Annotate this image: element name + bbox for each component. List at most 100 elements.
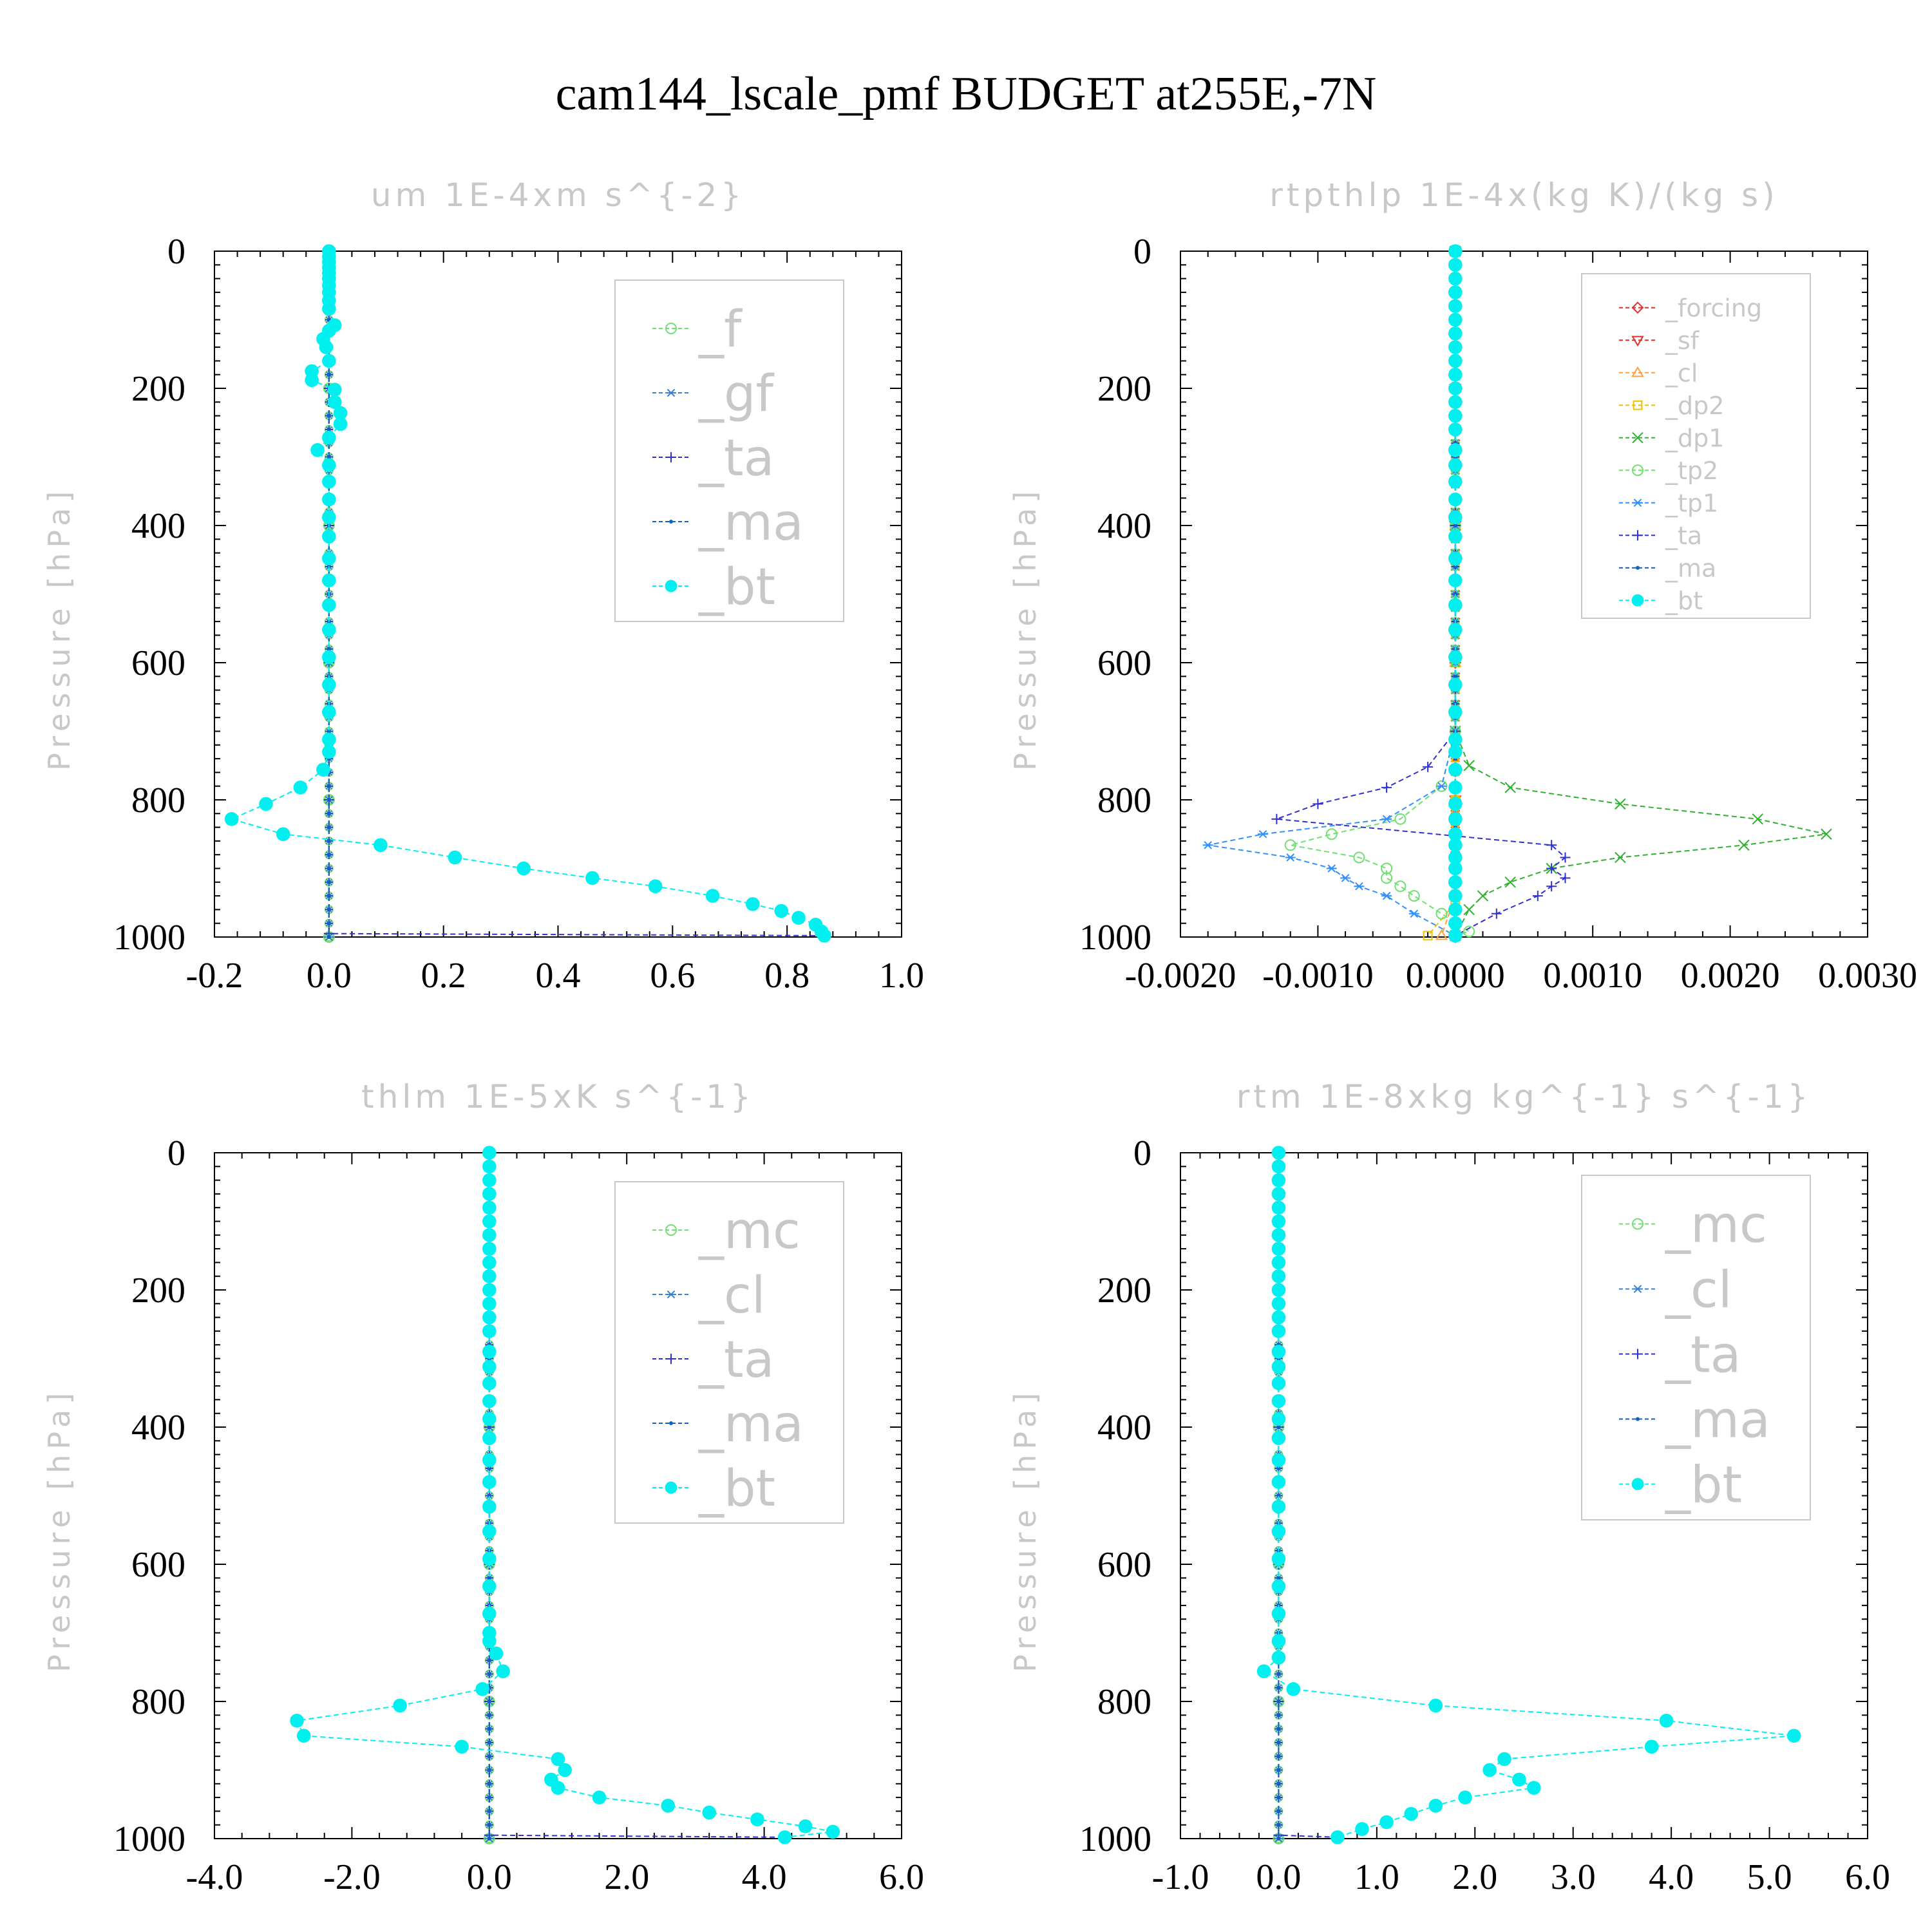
y-tick-label: 1000 — [1079, 1819, 1151, 1859]
plot-frame — [214, 251, 902, 938]
data-point — [1448, 271, 1463, 286]
legend-item-ma: _ma — [652, 1396, 804, 1454]
panels: um 1E-4xm s^{-2} Pressure [hPa] -0.2 0.0 0.2… — [42, 176, 1917, 1897]
data-point — [1331, 1830, 1345, 1844]
x-tick-label: 2.0 — [604, 1857, 649, 1897]
data-point — [482, 1200, 497, 1215]
data-point — [327, 383, 342, 397]
series-ta — [1271, 246, 1571, 941]
data-point — [276, 827, 290, 842]
data-point — [826, 1824, 840, 1839]
data-point — [1448, 551, 1463, 565]
legend: _mc _cl _ta _ma _bt — [614, 1181, 844, 1524]
legend-item-bt: _bt — [652, 558, 775, 616]
data-point — [487, 1837, 491, 1841]
data-point — [327, 647, 331, 651]
data-point — [1256, 1664, 1271, 1678]
legend-label: _ma — [1665, 1392, 1770, 1450]
legend-marker — [1632, 464, 1643, 477]
data-point — [1644, 1739, 1659, 1754]
legend-label: _mc — [1665, 1197, 1767, 1255]
y-tick-label: 400 — [1097, 1408, 1151, 1448]
data-point — [1271, 1579, 1286, 1593]
series-tp2 — [1284, 245, 1475, 942]
y-tick-label: 200 — [1097, 1271, 1151, 1311]
data-point — [1448, 573, 1463, 587]
data-point — [1448, 650, 1463, 665]
x-tick-label: 0.0 — [1256, 1857, 1301, 1897]
minor-ticks — [1180, 1152, 1868, 1839]
y-tick-label: 0 — [167, 1133, 185, 1173]
data-point — [487, 1795, 491, 1800]
data-point — [1435, 929, 1448, 940]
data-point — [1436, 782, 1447, 791]
data-point — [322, 677, 336, 692]
data-point — [327, 784, 331, 788]
legend-marker — [1633, 1349, 1643, 1359]
y-tick-label: 400 — [1097, 506, 1151, 546]
data-point — [1381, 872, 1393, 884]
legend-marker — [665, 1481, 677, 1494]
data-point — [1271, 1475, 1286, 1489]
data-point — [1408, 909, 1419, 918]
y-tick-label: 600 — [131, 1545, 185, 1585]
data-point — [487, 1781, 491, 1786]
data-point — [1354, 882, 1365, 891]
legend-marker — [1636, 565, 1640, 570]
data-point — [1453, 674, 1457, 679]
y-axis-label: Pressure [hPa] — [42, 486, 77, 771]
data-point — [1276, 1837, 1281, 1841]
data-point — [791, 911, 806, 925]
data-point — [1786, 1728, 1801, 1743]
legend-marker — [1633, 498, 1643, 507]
data-point — [487, 1727, 491, 1731]
legend-item-f: _f — [652, 301, 743, 359]
legend-box — [1581, 1175, 1811, 1520]
data-point — [327, 455, 331, 459]
legend-label: _dp1 — [1665, 424, 1724, 452]
data-point — [1448, 458, 1463, 473]
data-point — [1448, 475, 1463, 489]
data-point — [1448, 838, 1463, 853]
legend-label: _ta — [698, 1331, 774, 1389]
data-point — [1379, 1815, 1394, 1830]
data-point — [1202, 840, 1213, 849]
data-point — [327, 825, 331, 829]
data-point — [1477, 890, 1489, 902]
data-point — [1394, 813, 1406, 825]
data-point — [1463, 760, 1475, 772]
data-point — [482, 1242, 497, 1256]
x-tick-label: 4.0 — [742, 1857, 787, 1897]
data-point — [327, 907, 331, 912]
data-point — [487, 1768, 491, 1772]
series-bt — [1256, 1146, 1801, 1844]
data-point — [1381, 862, 1393, 875]
data-point — [482, 1431, 497, 1445]
data-point — [1276, 1700, 1281, 1703]
data-point — [327, 853, 331, 857]
data-point — [333, 406, 348, 421]
y-tick-label: 200 — [131, 369, 185, 409]
y-axis-label: Pressure [hPa] — [1008, 486, 1043, 771]
legend-item-mc: _mc — [652, 1202, 800, 1260]
data-point — [322, 732, 336, 747]
data-point — [1491, 908, 1502, 919]
data-point — [1448, 408, 1463, 423]
data-point — [322, 458, 336, 473]
x-tick-label: 0.8 — [764, 956, 810, 996]
data-point — [1276, 1795, 1281, 1800]
x-tick-label: -0.2 — [186, 956, 243, 996]
data-point — [1271, 813, 1282, 824]
data-point — [487, 1672, 491, 1676]
data-point — [1408, 890, 1420, 902]
x-tick-label: 0.2 — [421, 956, 466, 996]
legend-marker — [669, 520, 673, 524]
data-point — [551, 1781, 565, 1795]
x-tick-label: 1.0 — [879, 956, 924, 996]
data-point — [487, 1754, 491, 1759]
data-point — [482, 1634, 497, 1649]
data-point — [1560, 852, 1571, 863]
series-bt — [224, 244, 831, 943]
data-point — [482, 1499, 497, 1514]
legend-item-ta: _ta — [652, 430, 774, 488]
